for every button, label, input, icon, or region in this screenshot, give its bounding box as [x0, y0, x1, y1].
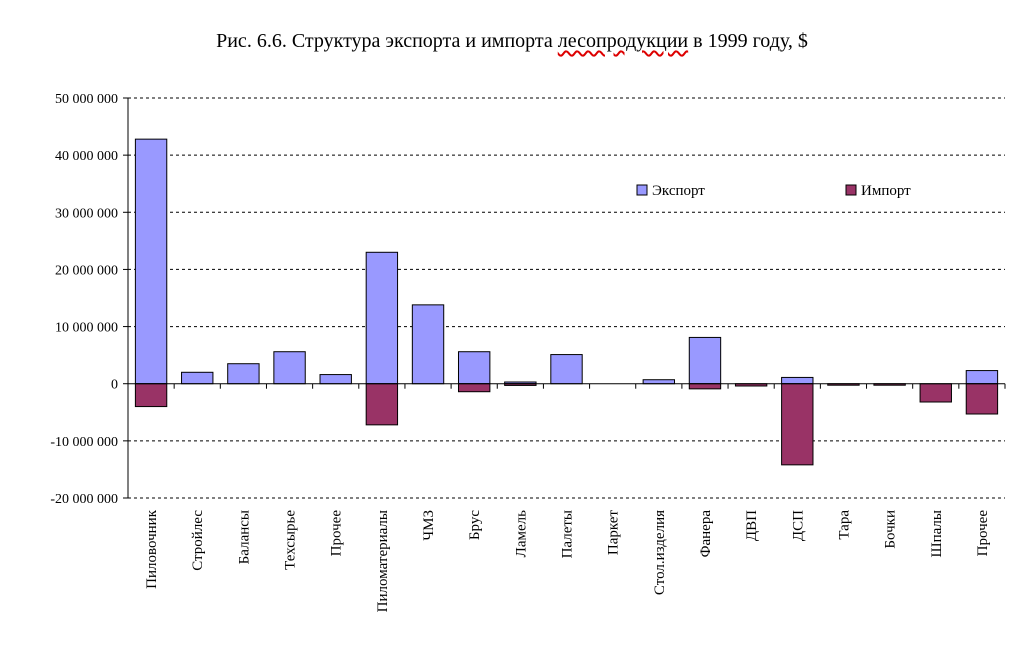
x-tick-label: Брус	[467, 510, 483, 540]
legend-label: Импорт	[861, 183, 911, 199]
bars	[134, 138, 999, 466]
bar-import	[457, 383, 491, 393]
bar-export	[411, 304, 445, 385]
x-tick-label: Палеты	[560, 510, 576, 558]
x-tick-label: Пиловочник	[144, 509, 160, 589]
x-tick-label: Балансы	[236, 510, 252, 564]
x-tick-label: Стол.изделия	[652, 510, 668, 595]
axes	[127, 98, 1006, 498]
x-tick-label: Паркет	[606, 510, 622, 556]
y-tick-label: 0	[111, 378, 118, 393]
bar-export	[688, 336, 722, 385]
bar-import	[134, 383, 168, 408]
y-tick-label: 40 000 000	[55, 149, 118, 164]
y-tick-labels: 50 000 000 40 000 000 30 000 000 20 000 000…	[50, 92, 118, 507]
x-tick-label: Прочее	[329, 510, 345, 557]
bar-export	[550, 354, 583, 385]
spellcheck-underlined-word: лесопродукции	[557, 30, 689, 52]
bar-export	[965, 370, 999, 385]
bar-export	[319, 374, 352, 385]
y-tick-label: 20 000 000	[55, 263, 118, 278]
bar-import	[965, 383, 999, 415]
x-tick-label: Ламель	[513, 510, 529, 557]
legend-swatch	[636, 184, 648, 196]
bar-import	[688, 383, 722, 390]
y-tick-label: 50 000 000	[55, 92, 118, 107]
bar-export	[642, 379, 676, 385]
x-tick-label: ДВП	[744, 510, 760, 541]
y-tick-label: -10 000 000	[50, 435, 118, 450]
bar-export	[134, 138, 168, 385]
x-tick-label: Стройлес	[190, 510, 206, 571]
x-tick-label: Пиломатериалы	[375, 510, 391, 612]
bar-export	[781, 376, 814, 385]
bar-export	[273, 351, 306, 385]
x-tick-label: Тара	[836, 510, 852, 540]
bar-import	[781, 383, 814, 466]
bar-import	[919, 383, 952, 403]
x-tick-label: ДСП	[790, 510, 806, 541]
x-tick-label: ЧМЗ	[421, 510, 437, 541]
legend-label: Экспорт	[652, 183, 705, 199]
bar-export	[457, 351, 491, 385]
bar-export	[181, 371, 214, 385]
x-tick-label: Техсырье	[283, 510, 299, 570]
legend-swatch	[845, 184, 857, 196]
gridlines	[123, 97, 1005, 499]
chart-title: Рис. 6.6. Структура экспорта и импорта л…	[216, 30, 808, 52]
bar-export	[365, 251, 399, 385]
y-tick-label: -20 000 000	[50, 492, 118, 507]
x-tick-label: Фанера	[698, 510, 714, 558]
bar-import	[365, 383, 399, 426]
y-tick-label: 10 000 000	[55, 321, 118, 336]
x-tick-label: Шпалы	[929, 510, 945, 558]
x-tick-labels: Пиловочник Стройлес Балансы Техсырье Прочее П…	[144, 509, 991, 612]
bar-export	[227, 363, 260, 385]
x-tick-label: Бочки	[883, 510, 899, 549]
x-tick-label: Прочее	[975, 510, 991, 557]
legend: Экспорт Импорт	[636, 183, 911, 199]
y-tick-label: 30 000 000	[55, 206, 118, 221]
